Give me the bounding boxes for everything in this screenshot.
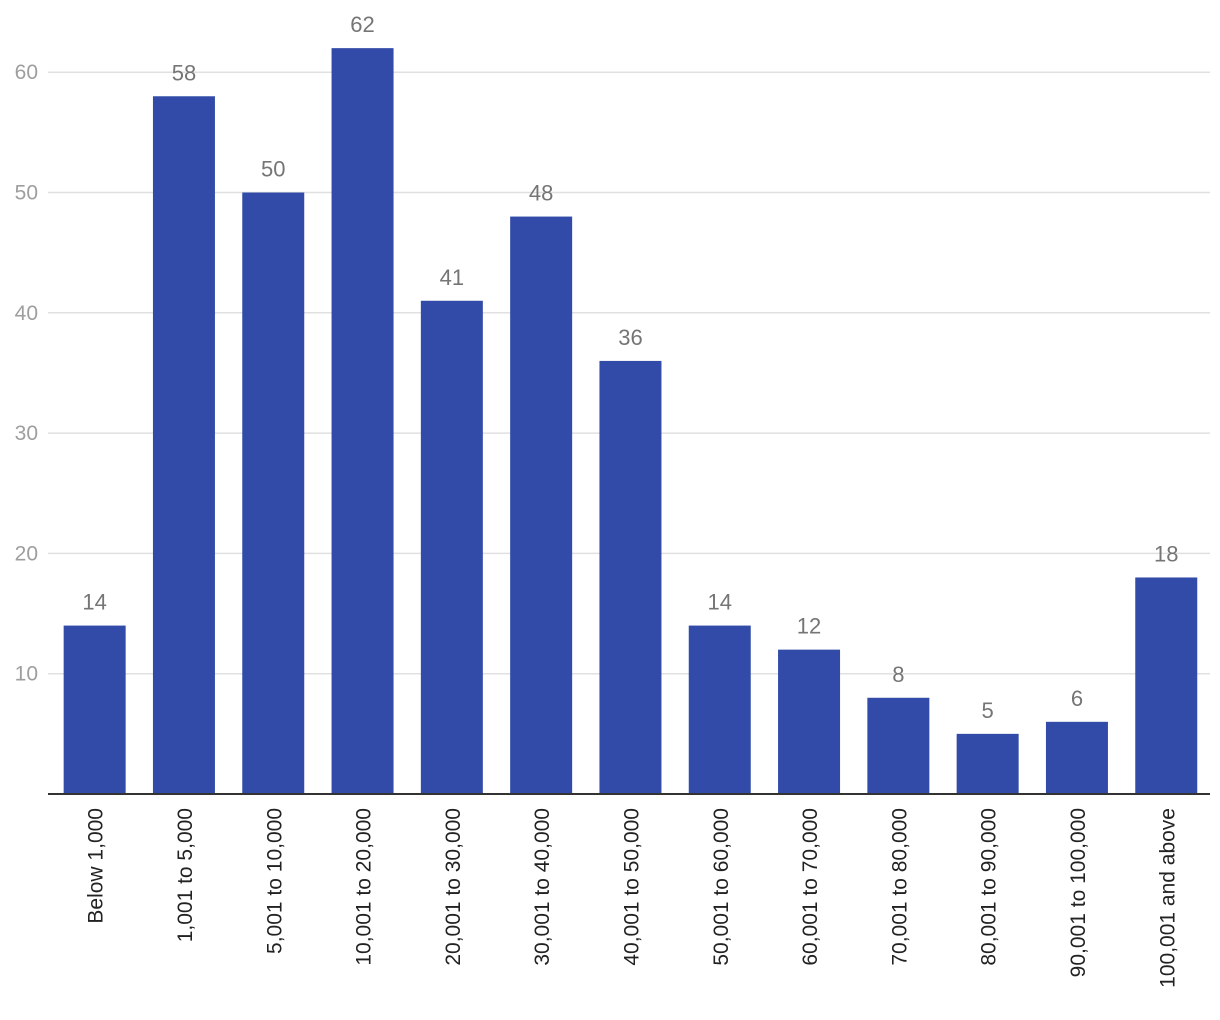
x-category-label: 1,001 to 5,000 <box>174 808 197 942</box>
x-category-label: 10,001 to 20,000 <box>353 808 376 966</box>
x-category-label: 40,001 to 50,000 <box>620 808 643 966</box>
x-category-label: Below 1,000 <box>85 808 108 924</box>
x-category-label: 30,001 to 40,000 <box>531 808 554 966</box>
x-category-label: 5,001 to 10,000 <box>263 808 286 954</box>
bars <box>63 48 1198 794</box>
bar <box>688 625 751 794</box>
y-axis-ticks: 10 20 30 40 50 60 <box>15 61 38 686</box>
bar <box>956 733 1019 794</box>
bar <box>1045 721 1108 794</box>
bar-value-label: 58 <box>172 60 196 85</box>
y-tick-label: 40 <box>15 302 38 325</box>
bar <box>510 216 573 794</box>
bar <box>63 625 126 794</box>
bar-value-label: 14 <box>708 590 732 615</box>
y-tick-label: 30 <box>15 422 38 445</box>
x-category-label: 90,001 to 100,000 <box>1067 808 1090 977</box>
bar-value-label: 5 <box>982 698 994 723</box>
x-category-label: 80,001 to 90,000 <box>978 808 1001 966</box>
y-tick-label: 50 <box>15 182 38 205</box>
bar-value-label: 36 <box>618 325 642 350</box>
bar-value-label: 41 <box>440 265 464 290</box>
bar <box>599 360 662 794</box>
x-axis-categories: Below 1,000 1,001 to 5,000 5,001 to 10,000… <box>85 808 1180 988</box>
bar <box>152 96 215 794</box>
data-labels: 14 58 50 62 41 48 36 14 12 8 5 6 18 <box>82 12 1178 723</box>
y-tick-label: 60 <box>15 61 38 84</box>
bar-value-label: 48 <box>529 181 553 206</box>
x-category-label: 70,001 to 80,000 <box>888 808 911 966</box>
x-category-label: 100,001 and above <box>1156 808 1179 988</box>
x-category-label: 60,001 to 70,000 <box>799 808 822 966</box>
bar-value-label: 14 <box>82 590 106 615</box>
bar-value-label: 6 <box>1071 686 1083 711</box>
bar <box>242 192 305 794</box>
bar-value-label: 62 <box>350 12 374 37</box>
bar-value-label: 12 <box>797 614 821 639</box>
y-tick-label: 10 <box>15 663 38 686</box>
bar <box>867 697 930 794</box>
y-tick-label: 20 <box>15 542 38 565</box>
x-category-label: 20,001 to 30,000 <box>442 808 465 966</box>
bar <box>778 649 841 794</box>
bar <box>1135 577 1198 794</box>
bar <box>420 300 483 794</box>
bar <box>331 48 394 794</box>
x-category-label: 50,001 to 60,000 <box>710 808 733 966</box>
bar-value-label: 50 <box>261 157 285 182</box>
bar-value-label: 18 <box>1154 541 1178 566</box>
bar-value-label: 8 <box>892 662 904 687</box>
